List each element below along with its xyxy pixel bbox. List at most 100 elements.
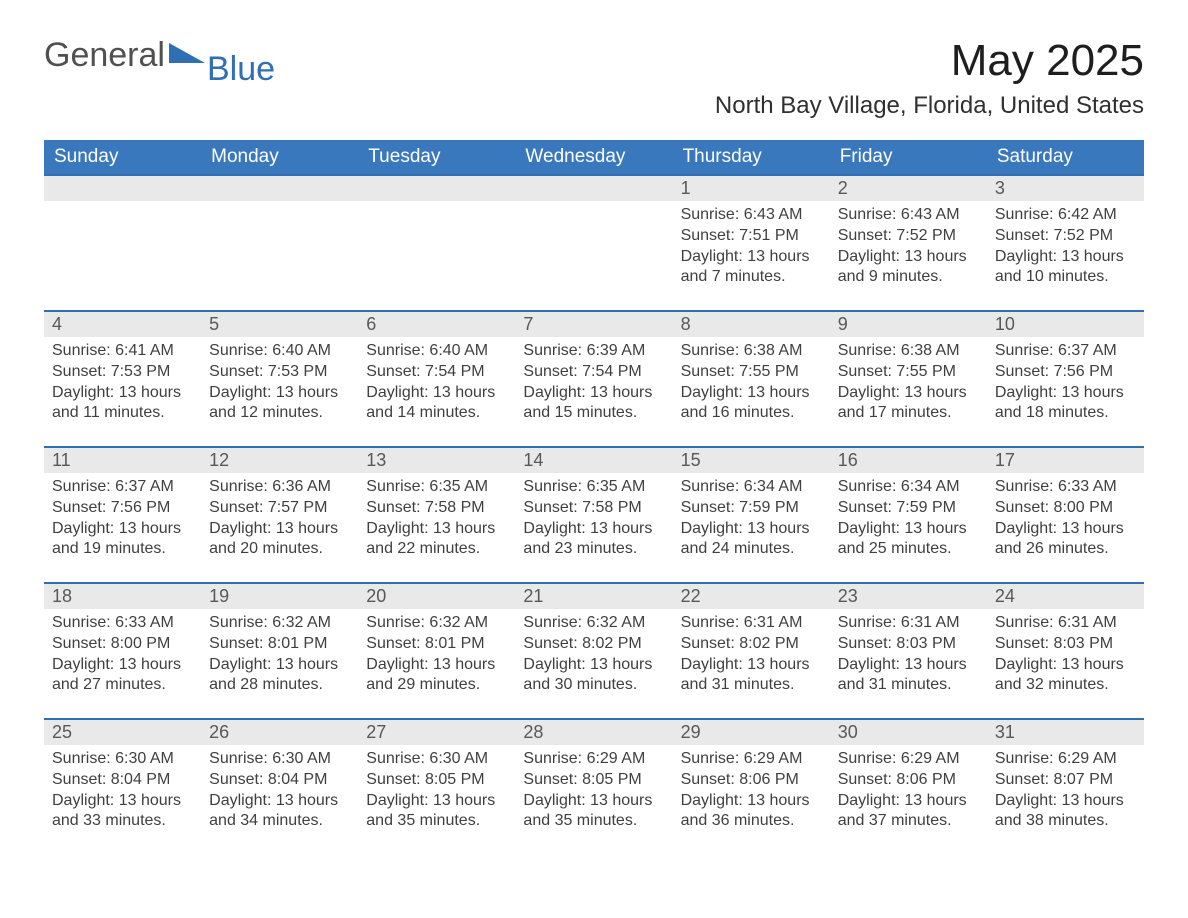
calendar-day-cell: 19Sunrise: 6:32 AMSunset: 8:01 PMDayligh…: [201, 584, 358, 704]
calendar-day-cell: 21Sunrise: 6:32 AMSunset: 8:02 PMDayligh…: [515, 584, 672, 704]
sunrise-text: Sunrise: 6:35 AM: [366, 477, 507, 498]
sunset-text: Sunset: 8:05 PM: [523, 770, 664, 791]
day-number: 4: [44, 312, 201, 337]
sunset-text: Sunset: 8:05 PM: [366, 770, 507, 791]
calendar-day-cell: 5Sunrise: 6:40 AMSunset: 7:53 PMDaylight…: [201, 312, 358, 432]
day-number: 23: [830, 584, 987, 609]
logo-word-1: General: [44, 36, 165, 75]
sunrise-text: Sunrise: 6:30 AM: [52, 749, 193, 770]
daylight-text: Daylight: 13 hours and 25 minutes.: [838, 519, 979, 561]
daylight-text: Daylight: 13 hours and 15 minutes.: [523, 383, 664, 425]
calendar-day-cell: 23 Sunrise: 6:31 AMSunset: 8:03 PMDayligh…: [830, 584, 987, 704]
daylight-text: Daylight: 13 hours and 27 minutes.: [52, 655, 193, 697]
sunset-text: Sunset: 7:53 PM: [52, 362, 193, 383]
daylight-text: Daylight: 13 hours and 33 minutes.: [52, 791, 193, 833]
daylight-text: Daylight: 13 hours and 11 minutes.: [52, 383, 193, 425]
day-number: 20: [358, 584, 515, 609]
sunrise-text: Sunrise: 6:31 AM: [681, 613, 822, 634]
sunset-text: Sunset: 7:56 PM: [52, 498, 193, 519]
day-number: 18: [44, 584, 201, 609]
sunset-text: Sunset: 7:52 PM: [995, 226, 1136, 247]
daylight-text: Daylight: 13 hours and 30 minutes.: [523, 655, 664, 697]
daylight-text: Daylight: 13 hours and 24 minutes.: [681, 519, 822, 561]
sunset-text: Sunset: 8:01 PM: [366, 634, 507, 655]
dow-header-cell: Monday: [201, 140, 358, 174]
dow-header-cell: Sunday: [44, 140, 201, 174]
sunset-text: Sunset: 7:56 PM: [995, 362, 1136, 383]
sunrise-text: Sunrise: 6:37 AM: [52, 477, 193, 498]
daylight-text: Daylight: 13 hours and 31 minutes.: [838, 655, 979, 697]
calendar-empty-cell: [44, 176, 201, 296]
calendar-empty-cell: [201, 176, 358, 296]
sunrise-text: Sunrise: 6:31 AM: [838, 613, 979, 634]
calendar-day-cell: 9Sunrise: 6:38 AMSunset: 7:55 PMDaylight…: [830, 312, 987, 432]
logo-word-2: Blue: [207, 50, 275, 89]
dow-header-cell: Thursday: [673, 140, 830, 174]
sunrise-text: Sunrise: 6:35 AM: [523, 477, 664, 498]
sunrise-text: Sunrise: 6:31 AM: [995, 613, 1136, 634]
sunrise-text: Sunrise: 6:33 AM: [52, 613, 193, 634]
daylight-text: Daylight: 13 hours and 38 minutes.: [995, 791, 1136, 833]
day-number: 28: [515, 720, 672, 745]
calendar-day-cell: 22Sunrise: 6:31 AMSunset: 8:02 PMDayligh…: [673, 584, 830, 704]
calendar-week: 18Sunrise: 6:33 AMSunset: 8:00 PMDayligh…: [44, 582, 1144, 704]
day-number: 9: [830, 312, 987, 337]
day-number: 19: [201, 584, 358, 609]
sunset-text: Sunset: 8:00 PM: [52, 634, 193, 655]
daylight-text: Daylight: 13 hours and 19 minutes.: [52, 519, 193, 561]
calendar-day-cell: 27Sunrise: 6:30 AMSunset: 8:05 PMDayligh…: [358, 720, 515, 840]
dow-header-cell: Wednesday: [515, 140, 672, 174]
sunset-text: Sunset: 8:04 PM: [52, 770, 193, 791]
daylight-text: Daylight: 13 hours and 22 minutes.: [366, 519, 507, 561]
day-number: 8: [673, 312, 830, 337]
daylight-text: Daylight: 13 hours and 14 minutes.: [366, 383, 507, 425]
sunrise-text: Sunrise: 6:33 AM: [995, 477, 1136, 498]
calendar: SundayMondayTuesdayWednesdayThursdayFrid…: [44, 140, 1144, 840]
sunset-text: Sunset: 8:07 PM: [995, 770, 1136, 791]
daylight-text: Daylight: 13 hours and 35 minutes.: [366, 791, 507, 833]
sunset-text: Sunset: 7:57 PM: [209, 498, 350, 519]
day-number: [358, 176, 515, 201]
day-number: 30: [830, 720, 987, 745]
daylight-text: Daylight: 13 hours and 7 minutes.: [681, 247, 822, 289]
calendar-body: 1Sunrise: 6:43 AMSunset: 7:51 PMDaylight…: [44, 174, 1144, 840]
daylight-text: Daylight: 13 hours and 20 minutes.: [209, 519, 350, 561]
title-block: May 2025 North Bay Village, Florida, Uni…: [715, 36, 1144, 134]
calendar-day-cell: 15Sunrise: 6:34 AMSunset: 7:59 PMDayligh…: [673, 448, 830, 568]
calendar-day-cell: 29Sunrise: 6:29 AMSunset: 8:06 PMDayligh…: [673, 720, 830, 840]
calendar-day-cell: 25 Sunrise: 6:30 AMSunset: 8:04 PMDayligh…: [44, 720, 201, 840]
sunrise-text: Sunrise: 6:30 AM: [366, 749, 507, 770]
sunrise-text: Sunrise: 6:43 AM: [838, 205, 979, 226]
sunset-text: Sunset: 7:59 PM: [681, 498, 822, 519]
sunrise-text: Sunrise: 6:38 AM: [838, 341, 979, 362]
sunset-text: Sunset: 8:03 PM: [838, 634, 979, 655]
daylight-text: Daylight: 13 hours and 36 minutes.: [681, 791, 822, 833]
sunrise-text: Sunrise: 6:32 AM: [366, 613, 507, 634]
sunrise-text: Sunrise: 6:34 AM: [681, 477, 822, 498]
sunrise-text: Sunrise: 6:43 AM: [681, 205, 822, 226]
daylight-text: Daylight: 13 hours and 9 minutes.: [838, 247, 979, 289]
day-number: 5: [201, 312, 358, 337]
sunset-text: Sunset: 7:53 PM: [209, 362, 350, 383]
day-number: 3: [987, 176, 1144, 201]
sunset-text: Sunset: 8:01 PM: [209, 634, 350, 655]
daylight-text: Daylight: 13 hours and 12 minutes.: [209, 383, 350, 425]
day-number: 25: [44, 720, 201, 745]
daylight-text: Daylight: 13 hours and 26 minutes.: [995, 519, 1136, 561]
sunrise-text: Sunrise: 6:38 AM: [681, 341, 822, 362]
calendar-day-cell: 10Sunrise: 6:37 AMSunset: 7:56 PMDayligh…: [987, 312, 1144, 432]
sunset-text: Sunset: 8:06 PM: [681, 770, 822, 791]
daylight-text: Daylight: 13 hours and 23 minutes.: [523, 519, 664, 561]
calendar-week: 1Sunrise: 6:43 AMSunset: 7:51 PMDaylight…: [44, 174, 1144, 296]
sunset-text: Sunset: 8:03 PM: [995, 634, 1136, 655]
day-of-week-header: SundayMondayTuesdayWednesdayThursdayFrid…: [44, 140, 1144, 174]
sunset-text: Sunset: 7:54 PM: [366, 362, 507, 383]
day-number: 31: [987, 720, 1144, 745]
calendar-day-cell: 17Sunrise: 6:33 AMSunset: 8:00 PMDayligh…: [987, 448, 1144, 568]
daylight-text: Daylight: 13 hours and 35 minutes.: [523, 791, 664, 833]
daylight-text: Daylight: 13 hours and 16 minutes.: [681, 383, 822, 425]
calendar-empty-cell: [515, 176, 672, 296]
sunrise-text: Sunrise: 6:32 AM: [209, 613, 350, 634]
sunrise-text: Sunrise: 6:29 AM: [681, 749, 822, 770]
daylight-text: Daylight: 13 hours and 29 minutes.: [366, 655, 507, 697]
